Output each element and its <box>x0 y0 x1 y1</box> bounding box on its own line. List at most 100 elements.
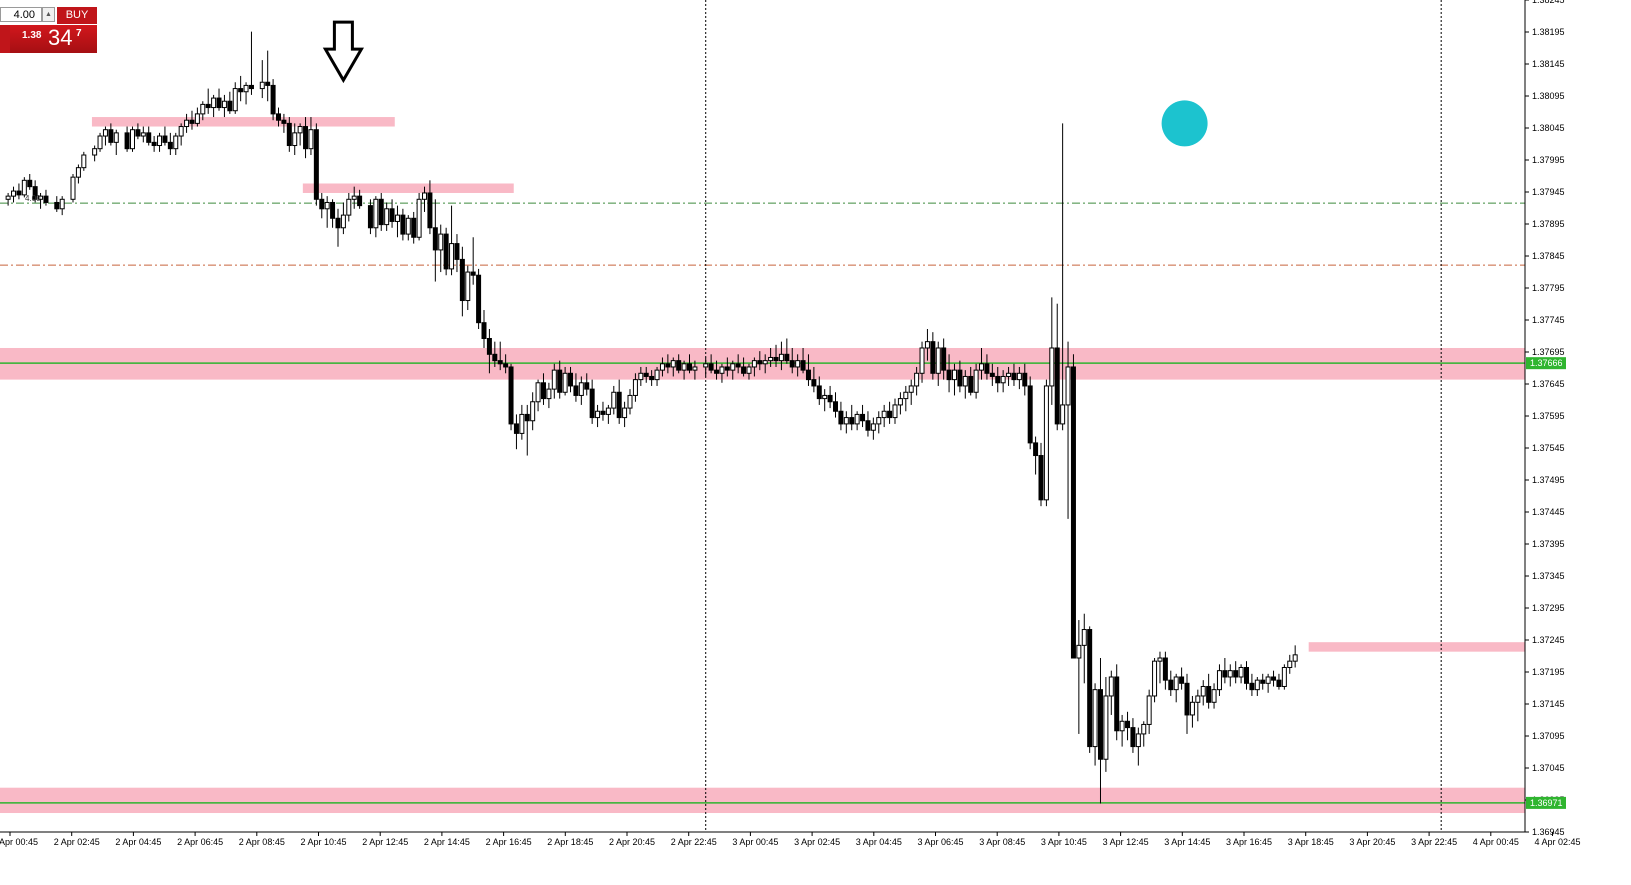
candle-body <box>27 179 33 188</box>
candle <box>373 196 379 238</box>
horizontal-lines <box>0 202 1525 804</box>
x-tick-label: 3 Apr 14:45 <box>1164 837 1210 847</box>
y-tick-label: 1.37245 <box>1532 635 1565 645</box>
candle-body <box>578 382 584 396</box>
candle-body <box>459 258 465 302</box>
candle-body <box>194 113 200 124</box>
candle <box>189 110 195 130</box>
candle-body <box>411 217 417 238</box>
candle <box>897 392 903 415</box>
candle <box>946 354 952 393</box>
candle-body <box>1119 720 1125 732</box>
candle <box>454 234 460 273</box>
candle <box>389 199 395 228</box>
candle <box>962 370 968 399</box>
candle <box>351 186 357 209</box>
zone-3 <box>302 183 514 193</box>
candle <box>1233 661 1239 684</box>
candle-body <box>335 217 341 229</box>
candle-body <box>167 141 173 150</box>
candle <box>221 94 227 118</box>
candle-body <box>773 356 779 362</box>
buy-button-label[interactable]: BUY <box>57 7 97 24</box>
candle-body <box>319 198 325 210</box>
candle <box>102 126 108 146</box>
candle <box>670 357 676 377</box>
candle <box>443 227 449 276</box>
candle-body <box>432 227 438 251</box>
candle <box>908 379 914 405</box>
candle-body <box>1189 701 1195 716</box>
candle <box>649 370 655 386</box>
candle-body <box>600 410 606 415</box>
candle-body <box>292 132 298 147</box>
candle-body <box>670 360 676 368</box>
candle <box>973 363 979 399</box>
candle-body <box>373 198 379 229</box>
candle-body <box>200 103 206 115</box>
candle <box>1179 667 1185 690</box>
candle <box>1049 297 1055 405</box>
lot-size-input[interactable]: 4.00 <box>0 7 42 22</box>
candle <box>1114 664 1120 741</box>
y-tick-label: 1.37595 <box>1532 411 1565 421</box>
candle <box>632 373 638 402</box>
candle <box>1000 370 1006 393</box>
candle-body <box>427 192 433 229</box>
candle-body <box>1070 366 1076 659</box>
candle <box>914 366 920 396</box>
candle <box>297 123 303 146</box>
candle-body <box>897 398 903 406</box>
candle <box>1249 673 1255 696</box>
candle-body <box>530 401 536 422</box>
candle-body <box>1097 689 1103 760</box>
support-resistance-zones <box>0 117 1525 814</box>
candle-body <box>1016 372 1022 381</box>
candle-body <box>908 385 914 393</box>
candle <box>357 189 363 209</box>
x-tick-label: 3 Apr 06:45 <box>918 837 964 847</box>
x-tick-label: 3 Apr 02:45 <box>794 837 840 847</box>
price-fractional: 7 <box>76 28 82 39</box>
price-tag-label-0: 1.37666 <box>1530 358 1563 368</box>
candle-body <box>708 363 714 371</box>
candle-body <box>59 198 65 210</box>
candle <box>892 398 898 424</box>
x-tick-label: 2 Apr 16:45 <box>486 837 532 847</box>
candle <box>595 404 601 428</box>
candles <box>5 31 1298 804</box>
candle-body <box>838 410 844 425</box>
candle-body <box>914 372 920 387</box>
candle-body <box>876 417 882 425</box>
candle-body <box>238 88 244 93</box>
y-tick-label: 1.38045 <box>1532 123 1565 133</box>
candle <box>816 376 822 405</box>
candle-body <box>81 154 87 169</box>
lot-spinner-up-icon[interactable]: ▲ <box>42 7 55 22</box>
candle <box>243 82 249 105</box>
candle <box>400 208 406 241</box>
candle <box>97 132 103 152</box>
candle-body <box>611 391 617 409</box>
candle-body <box>1276 679 1282 687</box>
candle <box>778 341 784 371</box>
candle <box>232 82 238 114</box>
candle <box>616 379 622 424</box>
candle <box>108 123 114 146</box>
candle-body <box>216 97 222 109</box>
candle-body <box>205 103 211 109</box>
buy-button[interactable]: 1.38 34 7 <box>10 25 97 53</box>
candle-body <box>860 413 866 422</box>
candle <box>38 192 44 209</box>
x-tick-label: 2 Apr 08:45 <box>239 837 285 847</box>
candle-body <box>1027 385 1033 444</box>
y-tick-label: 1.37395 <box>1532 539 1565 549</box>
candle-body <box>849 417 855 425</box>
candle-body <box>211 97 217 109</box>
candle <box>135 123 141 140</box>
candle-body <box>102 129 108 137</box>
candle <box>497 341 503 371</box>
x-tick-label: 2 Apr 18:45 <box>547 837 593 847</box>
candle <box>887 401 893 424</box>
candle-body <box>800 360 806 371</box>
